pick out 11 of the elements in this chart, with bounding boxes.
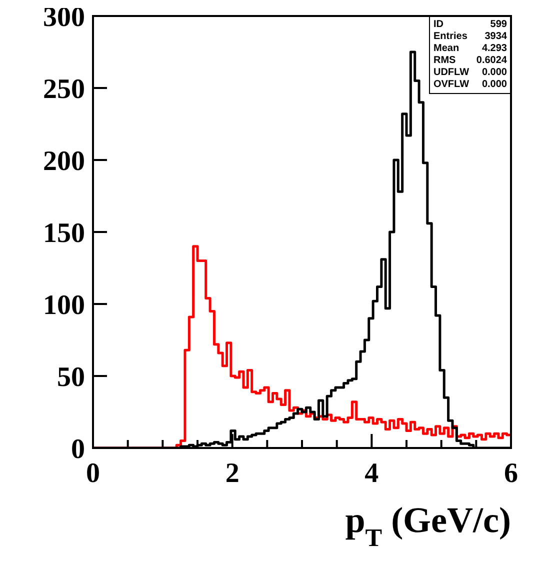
y-tick-label: 200 [43, 146, 85, 177]
x-tick-label: 6 [504, 458, 518, 489]
statistics-box: ID 599 Entries 3934 Mean 4.293 RMS 0.6024 UDFLW 0.000 OVFLW 0.000 [429, 16, 511, 94]
x-tick-label: 4 [364, 458, 379, 489]
y-tick-label: 0 [71, 434, 85, 465]
y-tick-label: 100 [43, 290, 85, 321]
y-tick-label: 150 [43, 218, 85, 249]
y-tick-label: 250 [43, 74, 85, 105]
x-axis-title: p$_{T}$ (GeV/c) [345, 500, 511, 552]
x-tick-label: 2 [225, 458, 240, 489]
y-tick-label: 50 [57, 362, 85, 393]
